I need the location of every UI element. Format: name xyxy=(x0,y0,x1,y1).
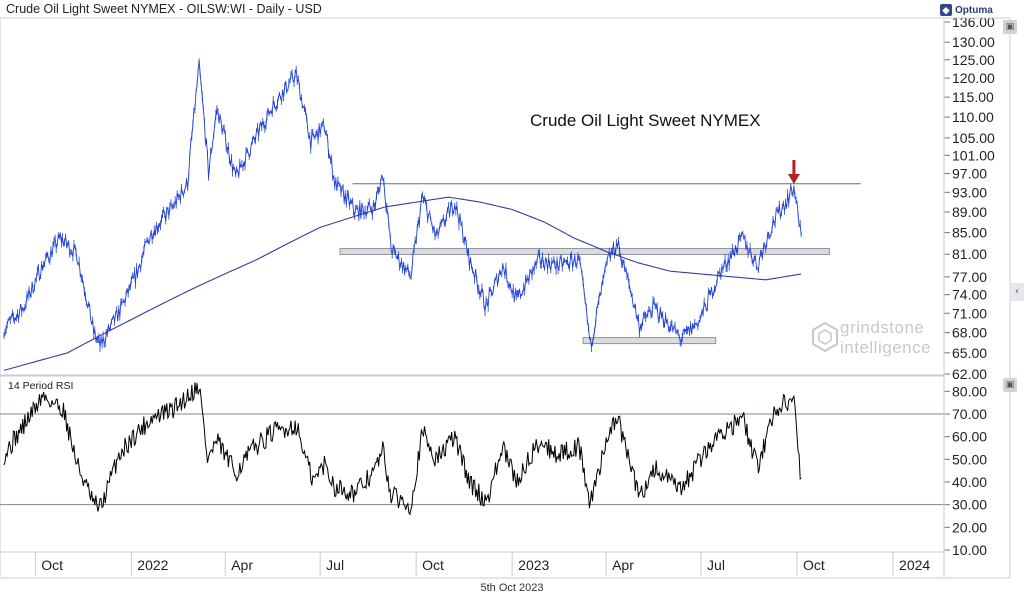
x-tick-label: 2024 xyxy=(899,557,930,573)
price-y-tick-label: 115.00 xyxy=(952,89,994,105)
x-tick-label: Oct xyxy=(422,557,444,573)
x-tick-label: 2022 xyxy=(137,557,168,573)
price-y-tick-label: 93.00 xyxy=(952,184,987,200)
price-y-tick-label: 62.00 xyxy=(952,366,987,382)
price-y-tick-label: 65.00 xyxy=(952,345,987,361)
price-y-tick-label: 89.00 xyxy=(952,204,987,220)
watermark: grindstone intelligence xyxy=(812,318,947,362)
x-tick-label: Oct xyxy=(803,557,825,573)
chart-header-title: Crude Oil Light Sweet NYMEX - OILSW:WI -… xyxy=(6,2,322,16)
rsi-y-tick-label: 70.00 xyxy=(952,406,987,422)
price-y-tick-label: 101.00 xyxy=(952,147,995,163)
date-axis: Oct 2022 Apr Jul Oct 2023 Apr Jul Oct 2024 xyxy=(0,551,945,579)
rsi-lock-icon[interactable]: ▣ xyxy=(1003,378,1017,392)
price-y-tick-label: 77.00 xyxy=(952,269,987,285)
x-tick-label: Apr xyxy=(612,557,634,573)
moving-average-line xyxy=(3,196,802,371)
rsi-y-tick-label: 20.00 xyxy=(952,519,987,535)
price-panel: Crude Oil Light Sweet NYMEX 136.00130.00… xyxy=(0,14,995,382)
brand-logo: ◆ Optuma xyxy=(940,2,1024,18)
rsi-y-tick-label: 40.00 xyxy=(952,474,987,490)
x-tick-label: Jul xyxy=(326,557,344,573)
rsi-y-tick-label: 50.00 xyxy=(952,451,987,467)
price-line xyxy=(3,59,802,348)
rsi-label: 14 Period RSI xyxy=(8,380,73,392)
optuma-logo-icon: ◆ xyxy=(940,4,952,16)
rsi-series-group xyxy=(3,382,802,516)
price-annotations xyxy=(339,160,861,345)
footer-date: 5th Oct 2023 xyxy=(480,582,544,594)
x-tick-label: 2023 xyxy=(518,557,549,573)
price-y-tick-label: 74.00 xyxy=(952,287,987,303)
rsi-y-tick-label: 30.00 xyxy=(952,497,987,513)
x-tick-label: Oct xyxy=(41,557,63,573)
watermark-line1: grindstone xyxy=(840,318,925,337)
rsi-y-tick-label: 60.00 xyxy=(952,429,987,445)
watermark-hexagon-icon xyxy=(812,322,838,352)
price-y-tick-label: 97.00 xyxy=(952,165,987,181)
price-y-tick-label: 85.00 xyxy=(952,225,987,241)
price-y-tick-label: 105.00 xyxy=(952,130,995,146)
price-y-tick-label: 130.00 xyxy=(952,34,995,50)
collapse-panel-button[interactable]: ‹ xyxy=(1010,283,1024,301)
rsi-panel: 14 Period RSI 80.00 70.00 60.00 50.00 40.00 3… xyxy=(0,375,987,558)
support-zone-2 xyxy=(582,337,717,345)
price-y-tick-label: 125.00 xyxy=(952,52,995,68)
price-y-tick-label: 81.00 xyxy=(952,246,987,262)
price-chart-title: Crude Oil Light Sweet NYMEX xyxy=(530,111,761,130)
price-panel-frame xyxy=(0,17,945,376)
rsi-line xyxy=(3,382,802,516)
price-y-tick-label: 68.00 xyxy=(952,325,987,341)
price-y-tick-label: 71.00 xyxy=(952,305,987,321)
rsi-panel-frame xyxy=(0,375,945,553)
price-series-group xyxy=(3,58,802,371)
x-tick-label: Jul xyxy=(707,557,725,573)
arrow-head xyxy=(787,174,800,184)
rsi-y-tick-label: 80.00 xyxy=(952,383,987,399)
price-y-tick-label: 110.00 xyxy=(952,109,994,125)
price-y-axis: 136.00130.00125.00120.00115.00110.00105.… xyxy=(944,14,995,382)
rsi-y-axis: 80.00 70.00 60.00 50.00 40.00 30.00 20.00 10.00 xyxy=(944,383,987,558)
rsi-y-tick-label: 10.00 xyxy=(952,542,987,558)
x-tick-label: Apr xyxy=(231,557,253,573)
price-y-tick-label: 120.00 xyxy=(952,70,995,86)
date-axis-frame xyxy=(0,551,945,579)
support-zone-1 xyxy=(339,247,830,255)
brand-name: Optuma xyxy=(955,4,993,16)
watermark-line2: intelligence xyxy=(840,338,932,357)
price-lock-icon[interactable]: ▣ xyxy=(1003,20,1017,34)
